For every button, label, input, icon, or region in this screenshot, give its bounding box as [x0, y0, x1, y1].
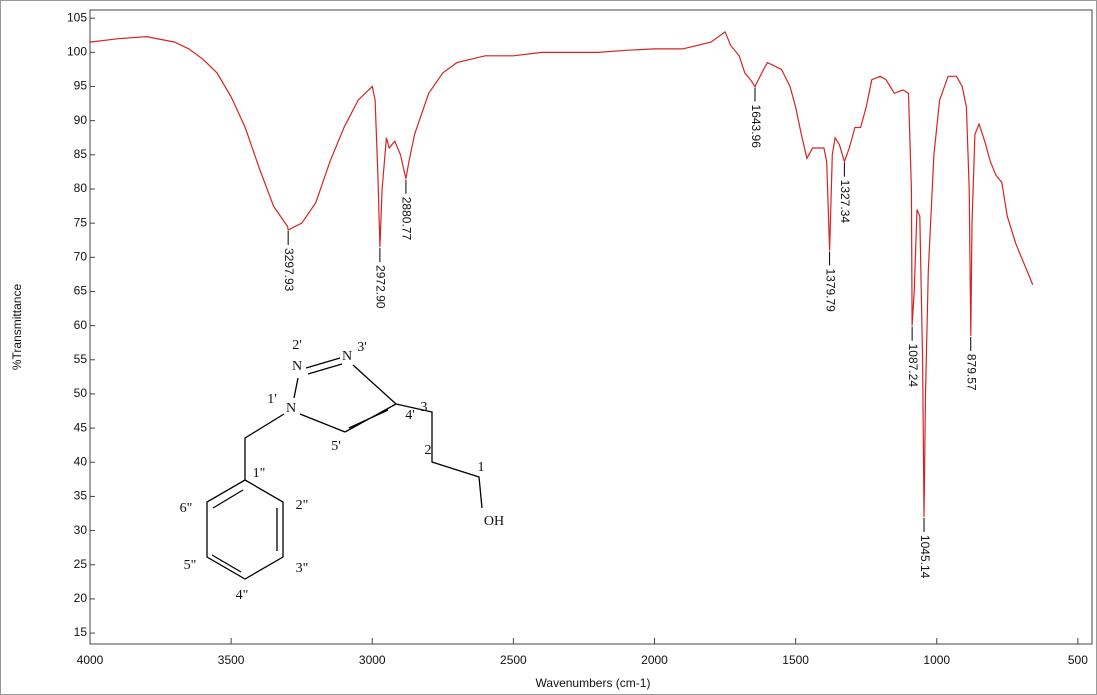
- peak-label: 879.57: [965, 354, 979, 391]
- y-tick-label: 45: [74, 420, 88, 434]
- y-tick-label: 15: [74, 625, 88, 639]
- y-tick-label: 60: [74, 318, 88, 332]
- y-tick-label: 20: [74, 591, 88, 605]
- bond: [206, 479, 284, 580]
- y-tick-label: 85: [74, 147, 88, 161]
- structure-label: 2: [425, 443, 432, 458]
- y-tick-label: 25: [74, 557, 88, 571]
- bond: [293, 377, 299, 399]
- structure-label: 3': [357, 340, 367, 355]
- bond: [395, 403, 483, 509]
- y-tick-label: 75: [74, 215, 88, 229]
- peak-label: 1379.79: [823, 268, 837, 312]
- y-tick-label: 90: [74, 113, 88, 127]
- bond: [211, 489, 278, 573]
- x-tick-label: 500: [1068, 653, 1088, 667]
- structure-label: 4": [236, 588, 249, 603]
- y-tick-label: 40: [74, 454, 88, 468]
- bond: [344, 403, 397, 433]
- structure-label: 1': [267, 392, 277, 407]
- peak-label: 1643.96: [749, 105, 763, 149]
- structure-label: 1": [253, 466, 266, 481]
- x-axis-title: Wavenumbers (cm-1): [536, 676, 651, 690]
- structure-label: 5": [184, 558, 197, 573]
- x-tick-label: 2000: [641, 653, 668, 667]
- structure-label: 6": [180, 501, 193, 516]
- peak-label: 1087.24: [906, 344, 920, 388]
- plot-frame: [89, 9, 1093, 645]
- x-tick-label: 2500: [500, 653, 527, 667]
- peak-label: 1327.34: [838, 180, 852, 224]
- structure-label: OH: [484, 514, 504, 529]
- y-tick-label: 100: [67, 45, 87, 59]
- structure: [206, 357, 483, 580]
- spectrum-line: [89, 30, 1034, 517]
- y-axis-title: %Transmittance: [10, 284, 24, 371]
- peak-label: 3297.93: [282, 248, 296, 292]
- structure-label: 3: [421, 400, 428, 415]
- y-tick-label: 30: [74, 523, 88, 537]
- y-tick-label: 95: [74, 79, 88, 93]
- x-tick-label: 1000: [923, 653, 950, 667]
- structure-label: N: [342, 349, 352, 364]
- structure-label: 2": [296, 498, 309, 513]
- peak-label: 1045.14: [918, 535, 932, 579]
- structure-label: N: [286, 401, 296, 416]
- structure-label: 4': [405, 408, 415, 423]
- x-tick-label: 3000: [359, 653, 386, 667]
- y-tick-label: 70: [74, 249, 88, 263]
- y-tick-label: 105: [67, 10, 87, 24]
- structure-label: N: [292, 359, 302, 374]
- bond: [299, 413, 346, 433]
- bond: [244, 413, 285, 480]
- y-tick-label: 65: [74, 284, 88, 298]
- y-tick-label: 55: [74, 352, 88, 366]
- peak-label: 2972.90: [374, 265, 388, 309]
- structure-label: 3": [296, 561, 309, 576]
- bond: [352, 364, 397, 405]
- bond: [305, 357, 343, 375]
- x-tick-label: 4000: [77, 653, 104, 667]
- y-tick-label: 35: [74, 489, 88, 503]
- y-tick-label: 80: [74, 181, 88, 195]
- structure-label: 1: [478, 460, 485, 475]
- x-tick-label: 1500: [782, 653, 809, 667]
- structure-label: 5': [331, 439, 341, 454]
- peak-label: 2880.77: [400, 197, 414, 241]
- structure-label: 2': [292, 338, 302, 353]
- y-tick-label: 50: [74, 386, 88, 400]
- x-tick-label: 3500: [218, 653, 245, 667]
